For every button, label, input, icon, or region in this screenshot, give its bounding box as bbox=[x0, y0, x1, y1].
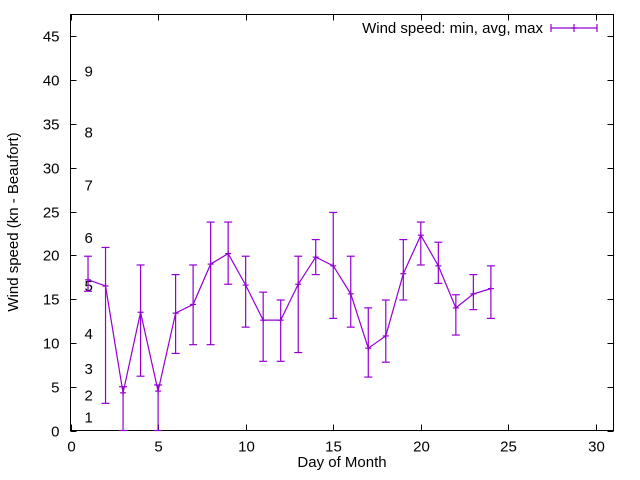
x-tick-label: 25 bbox=[500, 439, 517, 456]
beaufort-label-7: 7 bbox=[85, 177, 93, 194]
x-tick-label: 5 bbox=[154, 439, 162, 456]
error-bar bbox=[434, 241, 443, 284]
x-axis-title: Day of Month bbox=[297, 454, 386, 471]
error-bar bbox=[241, 255, 250, 328]
error-bar bbox=[294, 255, 303, 354]
beaufort-label-2: 2 bbox=[85, 387, 93, 404]
error-bar bbox=[451, 294, 460, 336]
avg-series-line bbox=[87, 233, 492, 393]
error-bar bbox=[276, 299, 285, 362]
y-tick-label: 45 bbox=[43, 29, 60, 46]
avg-markers-group bbox=[85, 232, 494, 396]
beaufort-label-8: 8 bbox=[85, 125, 93, 142]
y-tick-label: 20 bbox=[43, 248, 60, 265]
error-bar bbox=[486, 265, 495, 319]
error-bar bbox=[84, 255, 93, 292]
y-tick-label: 25 bbox=[43, 205, 60, 222]
y-tick-label: 35 bbox=[43, 117, 60, 134]
beaufort-label-1: 1 bbox=[85, 409, 93, 426]
x-tick-label: 10 bbox=[238, 439, 255, 456]
legend: Wind speed: min, avg, max bbox=[362, 20, 598, 37]
legend-sample-errorbar bbox=[550, 24, 598, 32]
error-bar bbox=[364, 307, 373, 378]
y-tick-label: 15 bbox=[43, 292, 60, 309]
beaufort-label-4: 4 bbox=[85, 326, 93, 343]
beaufort-label-6: 6 bbox=[85, 230, 93, 247]
beaufort-label-9: 9 bbox=[85, 63, 93, 80]
y-tick-label: 5 bbox=[51, 380, 59, 397]
error-bar bbox=[101, 246, 110, 404]
y-tick-label: 0 bbox=[51, 424, 59, 441]
plot-frame bbox=[70, 14, 614, 431]
y-tick-label: 10 bbox=[43, 336, 60, 353]
y-axis-title: Wind speed (kn - Beaufort) bbox=[5, 132, 22, 311]
y-tick-label: 30 bbox=[43, 161, 60, 178]
x-tick-label: 0 bbox=[67, 439, 75, 456]
legend-label: Wind speed: min, avg, max bbox=[362, 20, 543, 37]
error-bar bbox=[259, 291, 268, 362]
y-tick-label: 40 bbox=[43, 73, 60, 90]
x-tick-label: 20 bbox=[413, 439, 430, 456]
x-axis-ticks: 0 5 10 15 20 25 30 bbox=[67, 14, 605, 456]
beaufort-scale-labels: 1 2 3 4 5 6 7 8 9 bbox=[85, 63, 93, 426]
beaufort-label-5: 5 bbox=[85, 278, 93, 295]
error-bar bbox=[136, 264, 145, 377]
error-bars-group bbox=[84, 211, 495, 432]
beaufort-label-3: 3 bbox=[85, 361, 93, 378]
error-bar bbox=[399, 238, 408, 301]
x-tick-label: 30 bbox=[588, 439, 605, 456]
error-bar bbox=[206, 221, 215, 346]
error-bar bbox=[381, 299, 390, 363]
x-tick-label: 15 bbox=[325, 439, 342, 456]
error-bar bbox=[416, 221, 425, 266]
